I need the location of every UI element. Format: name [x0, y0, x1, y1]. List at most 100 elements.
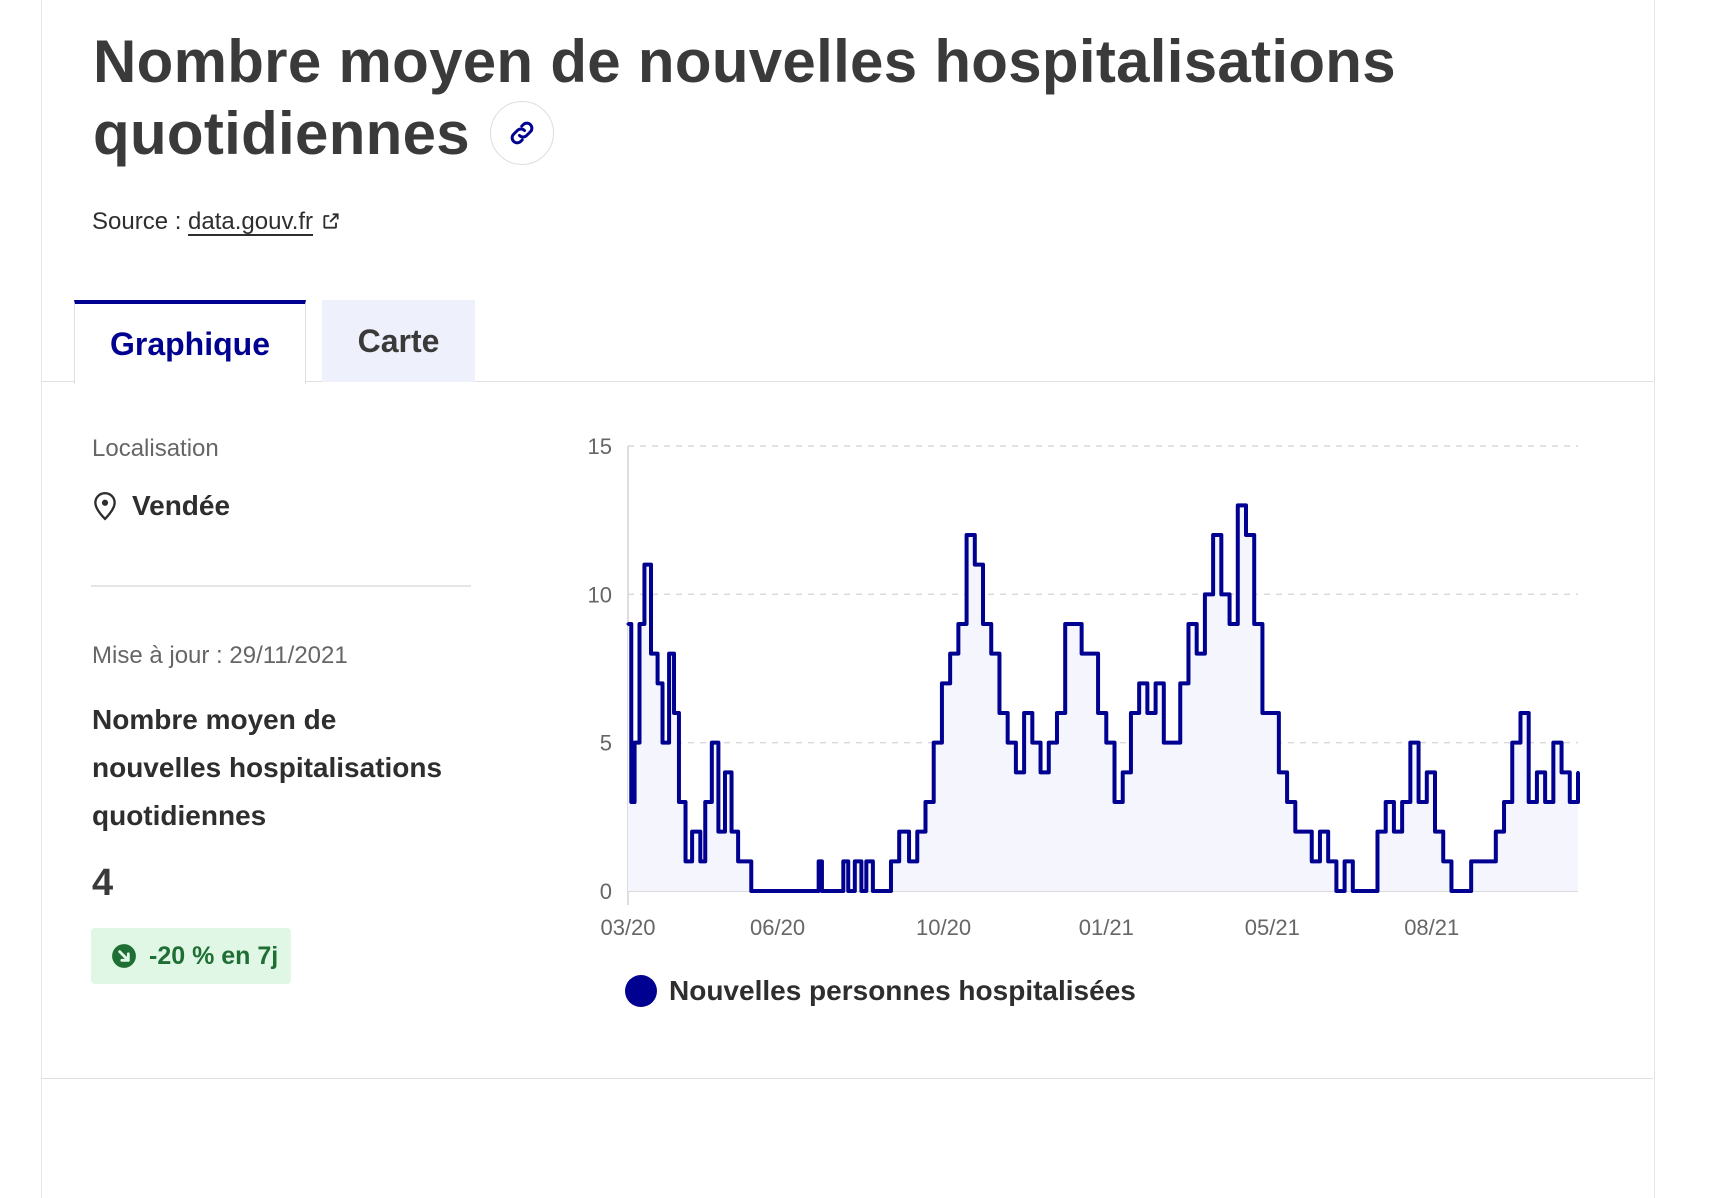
data-point [907, 859, 911, 863]
hospitalisation-chart: 0 5 10 15 03/20 06/20 10/20 01/21 05/21 08/21 [588, 434, 1580, 940]
indicator-card [41, 0, 1655, 1198]
data-point [1104, 741, 1108, 745]
data-point [956, 622, 960, 626]
data-point [1384, 800, 1388, 804]
series-area [628, 505, 1578, 891]
data-point [1518, 711, 1522, 715]
data-point [1096, 711, 1100, 715]
data-point [649, 652, 653, 656]
update-date: Mise à jour : 29/11/2021 [92, 642, 348, 669]
data-point [1186, 622, 1190, 626]
data-point [940, 681, 944, 685]
data-point [1022, 711, 1026, 715]
x-tick-label: 08/21 [1404, 915, 1459, 940]
data-point [1113, 800, 1117, 804]
data-point [1088, 652, 1092, 656]
data-point [1461, 889, 1465, 893]
data-point [629, 800, 633, 804]
x-tick-label: 01/21 [1079, 915, 1134, 940]
data-point [1137, 681, 1141, 685]
data-point [859, 889, 863, 893]
data-point [1334, 889, 1338, 893]
trend-badge: -20 % en 7j [91, 928, 291, 984]
data-point [1310, 859, 1314, 863]
y-tick-label: 15 [588, 434, 612, 459]
map-pin-icon [94, 491, 116, 521]
data-point [1502, 800, 1506, 804]
data-point [871, 889, 875, 893]
data-point [932, 741, 936, 745]
indicator-value: 4 [92, 862, 114, 904]
source-link[interactable]: data.gouv.fr [188, 208, 341, 235]
data-point [923, 800, 927, 804]
data-point [973, 563, 977, 567]
data-point [1417, 800, 1421, 804]
data-point [1510, 741, 1514, 745]
data-point [820, 889, 824, 893]
data-point [633, 741, 637, 745]
location-label: Localisation [92, 435, 219, 462]
data-point [1318, 830, 1322, 834]
data-point [989, 652, 993, 656]
tabs-divider [41, 381, 1653, 382]
location-selector[interactable]: Vendée [92, 490, 230, 522]
data-point [813, 889, 817, 893]
data-point [1400, 800, 1404, 804]
copy-link-button[interactable] [489, 101, 554, 166]
data-point [1145, 711, 1149, 715]
data-point [1543, 800, 1547, 804]
data-point [1170, 741, 1174, 745]
data-point [981, 622, 985, 626]
data-point [965, 533, 969, 537]
data-point [723, 770, 727, 774]
data-point [1433, 830, 1437, 834]
data-point [841, 859, 845, 863]
legend-label: Nouvelles personnes hospitalisées [669, 975, 1136, 1006]
tab-carte[interactable]: Carte [322, 300, 475, 382]
data-point [1203, 592, 1207, 596]
data-point [948, 652, 952, 656]
data-point [667, 652, 671, 656]
data-point [642, 563, 646, 567]
location-value: Vendée [132, 490, 231, 521]
data-point [1285, 800, 1289, 804]
chart-legend: Nouvelles personnes hospitalisées [625, 975, 1136, 1007]
data-point [881, 889, 885, 893]
x-tick-label: 03/20 [600, 915, 655, 940]
data-point [1080, 652, 1084, 656]
data-point [1535, 770, 1539, 774]
data-point [1047, 741, 1051, 745]
data-point [1014, 770, 1018, 774]
tab-graphique[interactable]: Graphique [74, 300, 306, 384]
data-point [749, 889, 753, 893]
data-point [1277, 770, 1281, 774]
x-tick-label: 06/20 [750, 915, 805, 940]
data-point [1063, 622, 1067, 626]
data-point [864, 859, 868, 863]
data-point [1129, 711, 1133, 715]
x-tick-label: 05/21 [1245, 915, 1300, 940]
data-point [1039, 770, 1043, 774]
source-label: Source : [92, 208, 189, 235]
data-point [1469, 859, 1473, 863]
data-point [1351, 889, 1355, 893]
data-point [1269, 711, 1273, 715]
data-point [915, 830, 919, 834]
data-point [1030, 741, 1034, 745]
data-point [710, 741, 714, 745]
data-point [1486, 859, 1490, 863]
title-line-1: Nombre moyen de nouvelles hospitalisatio… [93, 28, 1396, 95]
data-point [997, 711, 1001, 715]
data-point [1219, 592, 1223, 596]
external-link-icon [323, 213, 339, 229]
data-point [1527, 800, 1531, 804]
data-point [730, 830, 734, 834]
data-point [817, 859, 821, 863]
data-point [1006, 741, 1010, 745]
data-point [1494, 830, 1498, 834]
data-point [677, 800, 681, 804]
indicator-name: Nombre moyen de nouvelles hospitalisatio… [92, 704, 443, 831]
data-point [1121, 770, 1125, 774]
title-line-2-text: quotidiennes [93, 100, 470, 167]
data-point [716, 830, 720, 834]
